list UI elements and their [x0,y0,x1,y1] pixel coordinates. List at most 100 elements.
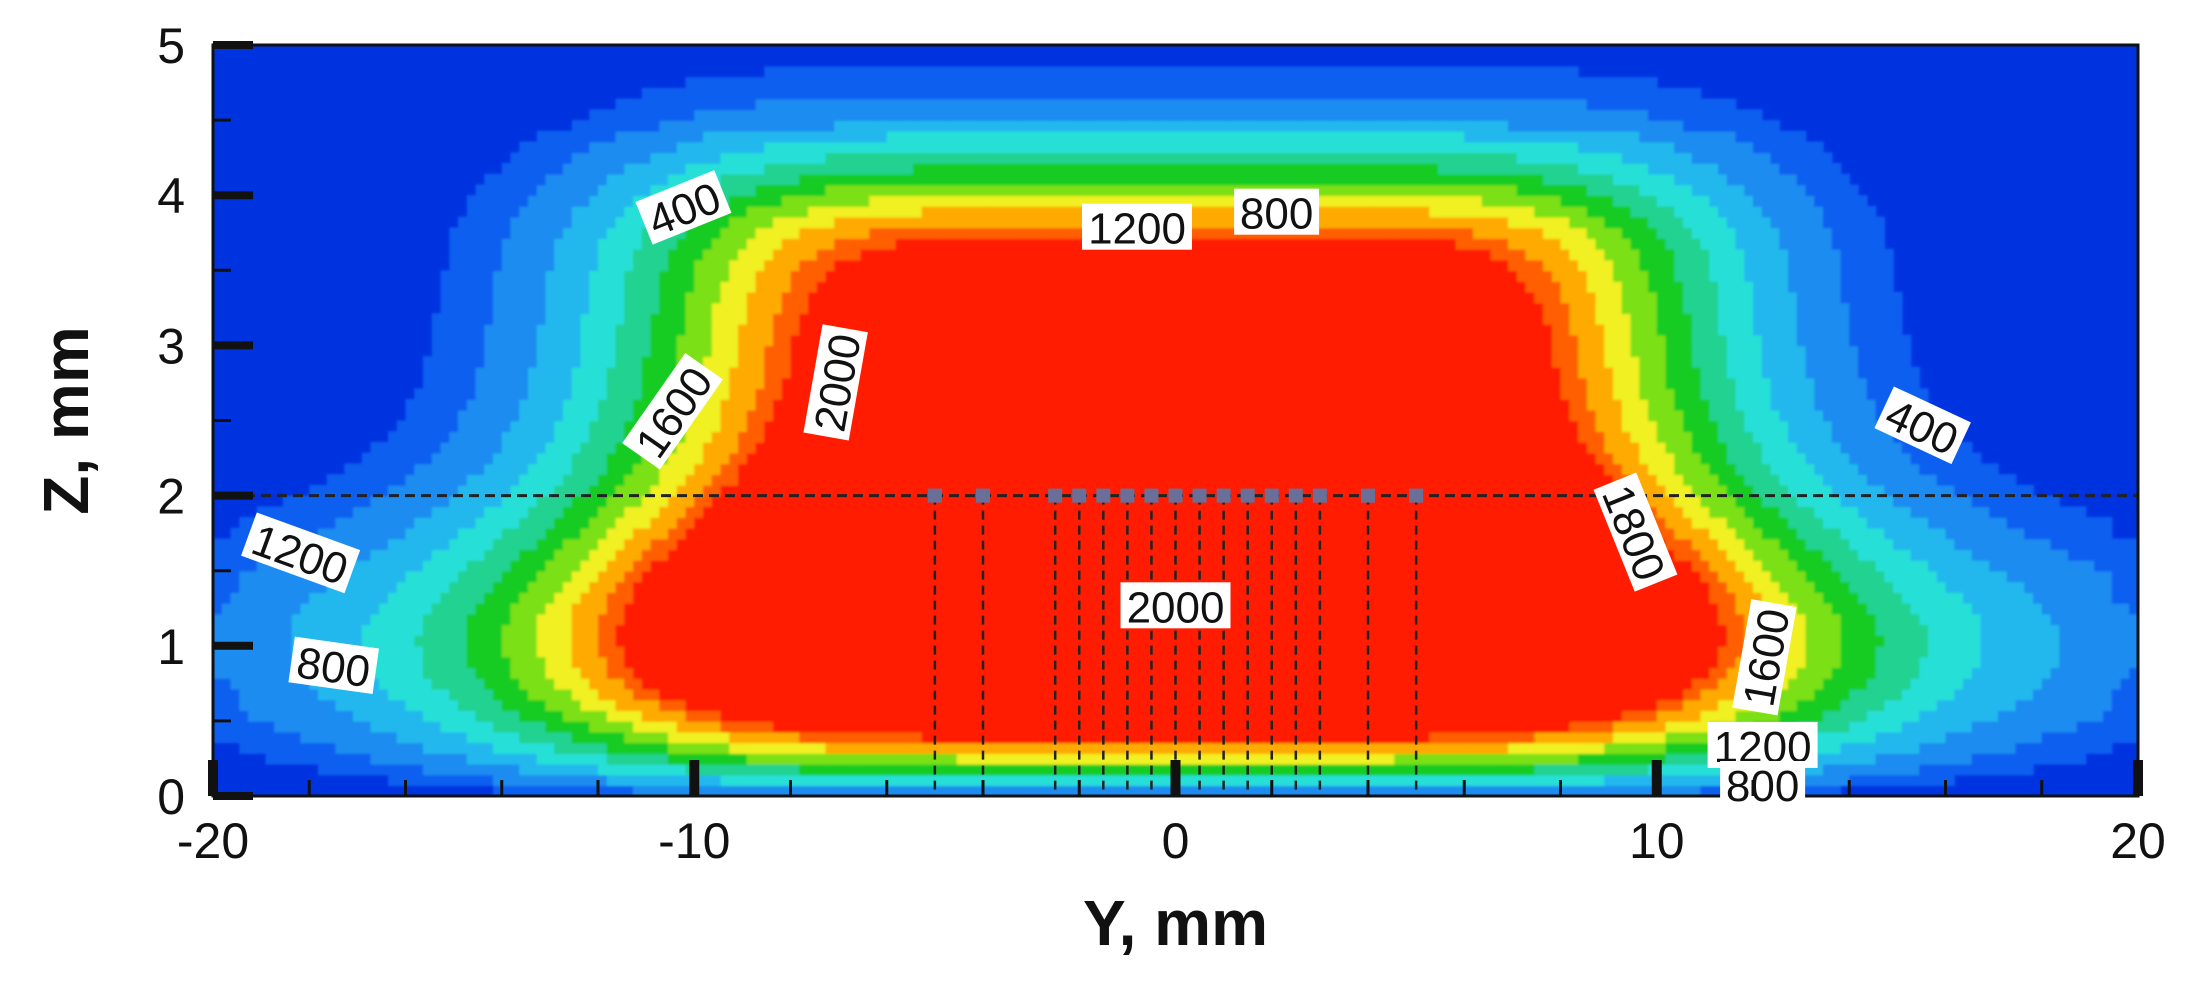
contour-band-cell [843,667,853,679]
contour-band-cell [1665,720,1676,733]
contour-band-cell [1814,559,1824,572]
contour-band-cell [1455,763,1466,776]
contour-band-cell [1403,559,1413,572]
contour-band-cell [423,742,433,754]
contour-band-cell [1026,549,1037,561]
contour-band-cell [781,538,792,551]
contour-band-cell [703,656,713,669]
contour-band-cell [1079,699,1089,711]
contour-band-cell [1289,774,1299,787]
contour-band-cell [519,785,529,796]
contour-band-cell [2006,635,2017,647]
contour-band-cell [1796,559,1807,572]
contour-band-cell [580,656,591,669]
contour-band-cell [1464,581,1474,593]
contour-band-cell [694,688,704,701]
contour-band-cell [414,699,424,711]
contour-band-cell [1980,645,1991,658]
contour-band-cell [816,656,827,669]
contour-band-cell [1910,635,1921,647]
contour-band-cell [1656,710,1667,722]
contour-band-cell [1586,763,1597,776]
contour-band-cell [1324,645,1334,658]
contour-band-cell [1481,559,1492,572]
contour-band-cell [624,667,634,679]
contour-band-cell [2094,602,2104,615]
contour-band-cell [764,613,774,626]
contour-band-cell [1551,688,1562,701]
contour-band-cell [580,538,591,551]
contour-band-cell [904,549,914,561]
contour-band-cell [1306,710,1317,722]
contour-band-cell [1910,699,1921,711]
contour-band-cell [1254,720,1264,733]
contour-band-cell [405,624,416,636]
contour-band-cell [1403,592,1413,604]
contour-band-cell [1403,656,1413,669]
contour-band-cell [554,763,564,776]
contour-band-cell [1578,592,1588,604]
contour-band-cell [1350,592,1361,604]
contour-band-cell [2068,710,2078,722]
contour-band-cell [869,763,879,776]
contour-band-cell [519,645,529,658]
contour-band-cell [694,635,704,647]
contour-band-cell [283,613,293,626]
contour-band-cell [1306,645,1317,658]
contour-band-cell [825,688,836,701]
contour-band-cell [475,753,486,765]
contour-band-cell [624,699,634,711]
contour-band-cell [668,774,678,787]
contour-band-cell [948,592,958,604]
contour-band-cell [895,763,906,776]
contour-band-cell [1936,581,1947,593]
contour-band-cell [1516,763,1527,776]
contour-band-cell [991,570,1002,583]
contour-band-cell [650,624,661,636]
contour-band-cell [1919,592,1929,604]
contour-band-cell [1490,559,1501,572]
contour-band-cell [598,559,608,572]
contour-band-cell [414,645,424,658]
contour-band-cell [1044,624,1054,636]
contour-band-cell [1928,624,1938,636]
contour-band-cell [1534,688,1544,701]
contour-band-cell [1823,549,1833,561]
contour-band-cell [1928,613,1938,626]
contour-band-cell [1604,570,1614,583]
contour-band-cell [1691,774,1702,787]
contour-band-cell [1341,549,1352,561]
contour-band-cell [1201,559,1212,572]
contour-band-cell [913,613,923,626]
contour-band-cell [1385,624,1396,636]
contour-band-cell [1473,688,1483,701]
contour-band-cell [1726,699,1737,711]
contour-band-cell [1621,753,1632,765]
contour-band-cell [1166,656,1177,669]
contour-band-cell [843,720,853,733]
contour-band-cell [2103,667,2113,679]
contour-band-cell [1359,753,1369,765]
contour-band-cell [991,559,1002,572]
contour-band-cell [510,602,521,615]
contour-band-cell [1578,688,1588,701]
contour-band-cell [1324,720,1334,733]
contour-band-cell [580,592,591,604]
contour-band-cell [213,677,223,690]
contour-band-cell [869,549,879,561]
contour-band-cell [571,710,582,722]
contour-band-cell [746,570,757,583]
contour-band-cell [1210,677,1221,690]
contour-band-cell [598,602,608,615]
contour-band-cell [1350,624,1361,636]
contour-band-cell [1858,613,1868,626]
contour-band-cell [580,667,591,679]
contour-band-cell [598,613,608,626]
contour-band-cell [1446,581,1457,593]
contour-band-cell [1796,688,1807,701]
contour-band-cell [615,656,626,669]
contour-band-cell [449,645,459,658]
contour-band-cell [1963,613,1973,626]
contour-band-cell [1674,602,1684,615]
contour-band-cell [746,720,757,733]
